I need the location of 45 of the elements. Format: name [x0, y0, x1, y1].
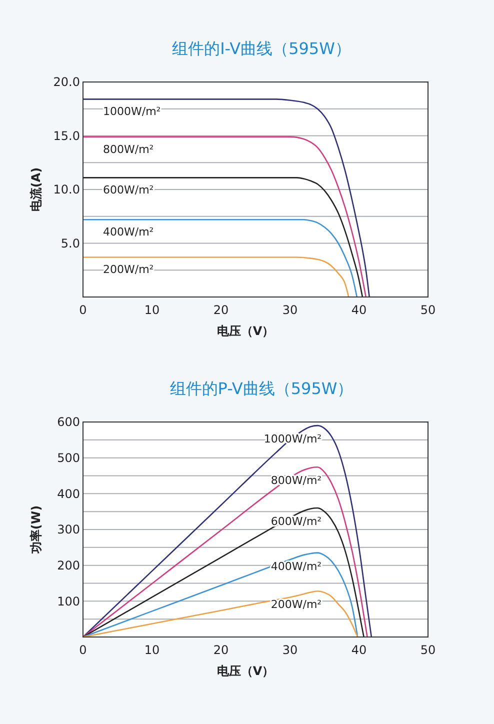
y-tick-label: 300: [57, 522, 80, 537]
y-tick-label: 100: [57, 594, 80, 608]
line-series: [82, 177, 364, 298]
x-axis-title: 电压（V）: [216, 324, 274, 338]
x-tick-label: 50: [420, 303, 436, 317]
x-tick-label: 20: [213, 643, 229, 657]
series-label: 400W/m²: [270, 560, 322, 573]
x-tick-label: 50: [420, 643, 436, 657]
series-label: 400W/m²: [103, 226, 154, 239]
line-series: [82, 590, 358, 638]
x-tick-label: 10: [144, 303, 160, 317]
y-tick-label: 5.0: [60, 236, 80, 250]
series-label: 200W/m²: [103, 263, 154, 276]
chart-title: 组件的P-V曲线（595W）: [170, 379, 354, 398]
line-series: [82, 424, 372, 638]
x-tick-label: 20: [213, 303, 229, 317]
series-label: 200W/m²: [270, 598, 322, 612]
line-series: [82, 218, 358, 298]
y-tick-label: 15.0: [53, 128, 80, 143]
line-series: [82, 256, 350, 298]
series-label: 800W/m²: [103, 142, 154, 156]
chart-title: 组件的I-V曲线（595W）: [172, 39, 351, 58]
series-label: 600W/m²: [103, 184, 154, 197]
series-label: 1000W/m²: [103, 105, 161, 118]
line-series: [82, 98, 370, 298]
y-axis-title: 功率(W): [29, 505, 43, 555]
y-tick-label: 600: [57, 415, 80, 430]
x-axis-title: 电压（V）: [216, 664, 274, 678]
y-tick-label: 20.0: [53, 75, 80, 90]
x-tick-label: 40: [351, 303, 367, 317]
x-tick-label: 0: [79, 643, 87, 657]
y-tick-label: 10.0: [53, 182, 80, 197]
x-tick-label: 0: [79, 303, 87, 317]
x-tick-label: 30: [282, 303, 298, 317]
y-axis-title: 电流(A): [29, 167, 43, 212]
line-series: [82, 552, 358, 638]
y-tick-label: 500: [57, 451, 80, 466]
y-tick-label: 400: [57, 486, 80, 501]
line-series: [82, 136, 367, 298]
line-series: [82, 466, 368, 638]
y-tick-label: 200: [57, 558, 80, 573]
x-tick-label: 30: [282, 643, 298, 657]
x-tick-label: 10: [144, 643, 160, 657]
x-tick-label: 40: [351, 643, 367, 657]
line-series: [82, 507, 364, 638]
